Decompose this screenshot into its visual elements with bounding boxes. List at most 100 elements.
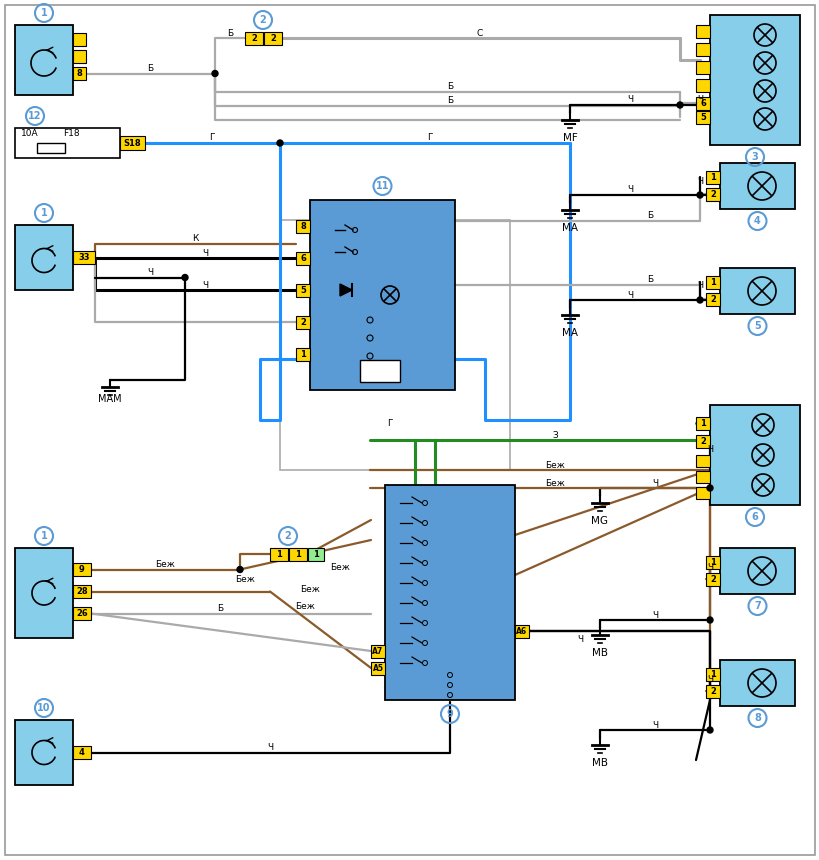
Bar <box>37 143 65 153</box>
Text: Беж: Беж <box>235 575 255 584</box>
Text: 8: 8 <box>753 713 760 723</box>
Text: 1: 1 <box>41 208 48 218</box>
Text: Ч: Ч <box>696 95 702 105</box>
Text: Ч: Ч <box>651 721 658 729</box>
Bar <box>296 284 310 297</box>
Text: S18: S18 <box>124 138 141 148</box>
Text: Б: Б <box>227 28 233 38</box>
Text: МА: МА <box>561 328 577 338</box>
Bar <box>296 220 310 233</box>
Text: 1: 1 <box>276 550 282 559</box>
Text: Беж: Беж <box>155 560 174 569</box>
Bar <box>120 136 145 150</box>
Text: К: К <box>192 234 198 243</box>
Text: MF: MF <box>562 133 577 143</box>
Bar <box>264 32 282 45</box>
Bar <box>308 548 324 561</box>
Bar <box>719 660 794 706</box>
Circle shape <box>182 274 188 280</box>
Text: Ч: Ч <box>147 268 153 277</box>
Bar <box>695 435 709 448</box>
Text: Г: Г <box>209 133 215 143</box>
Text: 11: 11 <box>375 181 389 191</box>
Bar <box>719 163 794 209</box>
Text: З: З <box>551 431 557 439</box>
Bar <box>279 220 509 470</box>
Text: МВ: МВ <box>591 648 607 658</box>
Bar <box>15 720 73 785</box>
Text: 3: 3 <box>751 152 758 162</box>
Bar <box>370 645 385 658</box>
Text: Ч: Ч <box>706 563 713 573</box>
Text: 1: 1 <box>295 550 301 559</box>
Text: 12: 12 <box>28 111 42 121</box>
Bar <box>695 61 709 74</box>
Text: 6: 6 <box>751 512 758 522</box>
Circle shape <box>706 485 713 491</box>
Text: 28: 28 <box>76 587 88 596</box>
Text: Г: Г <box>387 420 392 428</box>
Text: 2: 2 <box>709 190 715 199</box>
Bar <box>385 485 514 700</box>
Text: 1: 1 <box>709 173 715 182</box>
Text: Ч: Ч <box>627 186 632 194</box>
Bar <box>288 548 306 561</box>
Text: Б: Б <box>217 604 223 613</box>
Text: 2: 2 <box>300 318 305 327</box>
Bar <box>296 316 310 329</box>
Text: 8: 8 <box>300 222 305 231</box>
Text: МА: МА <box>561 223 577 233</box>
Text: 2: 2 <box>269 34 276 43</box>
Bar <box>360 360 400 382</box>
Circle shape <box>706 727 713 733</box>
Bar <box>705 188 719 201</box>
Circle shape <box>277 140 283 146</box>
Text: Г: Г <box>427 133 432 143</box>
Text: С: С <box>477 28 482 38</box>
Bar <box>705 556 719 569</box>
Bar <box>695 455 709 467</box>
Bar <box>695 111 709 124</box>
Text: Ч: Ч <box>577 635 582 643</box>
Bar <box>695 25 709 38</box>
Bar <box>695 471 709 483</box>
Text: 9: 9 <box>446 709 453 719</box>
Bar <box>695 97 709 110</box>
Bar <box>709 15 799 145</box>
Text: Ч: Ч <box>706 675 713 685</box>
Text: Б: Б <box>446 96 453 105</box>
Text: A7: A7 <box>372 647 383 656</box>
Text: 5: 5 <box>753 321 760 331</box>
Bar <box>705 171 719 184</box>
Bar <box>296 348 310 361</box>
Bar <box>73 585 91 598</box>
Text: 2: 2 <box>260 15 266 25</box>
Bar <box>695 487 709 499</box>
Text: 4: 4 <box>79 748 85 757</box>
Text: 6: 6 <box>699 99 705 108</box>
Text: 1: 1 <box>300 350 305 359</box>
Text: Беж: Беж <box>545 460 564 470</box>
Text: 8: 8 <box>76 69 82 78</box>
Text: Б: Б <box>646 275 652 285</box>
Text: Ч: Ч <box>706 445 713 453</box>
Text: 1: 1 <box>313 550 319 559</box>
Circle shape <box>212 71 218 77</box>
Bar <box>695 43 709 56</box>
Polygon shape <box>340 284 351 296</box>
Text: МАМ: МАМ <box>98 394 122 404</box>
Text: Ч: Ч <box>201 280 208 290</box>
Bar <box>15 548 73 638</box>
Circle shape <box>706 617 713 623</box>
Text: Беж: Беж <box>300 585 319 594</box>
Bar <box>709 405 799 505</box>
Bar <box>269 548 287 561</box>
Bar <box>15 225 73 290</box>
Bar <box>705 573 719 586</box>
Bar <box>705 685 719 698</box>
Bar <box>719 548 794 594</box>
Text: Ч: Ч <box>696 281 702 291</box>
Text: Беж: Беж <box>545 478 564 488</box>
Text: 9: 9 <box>79 565 85 574</box>
Text: 2: 2 <box>251 34 256 43</box>
